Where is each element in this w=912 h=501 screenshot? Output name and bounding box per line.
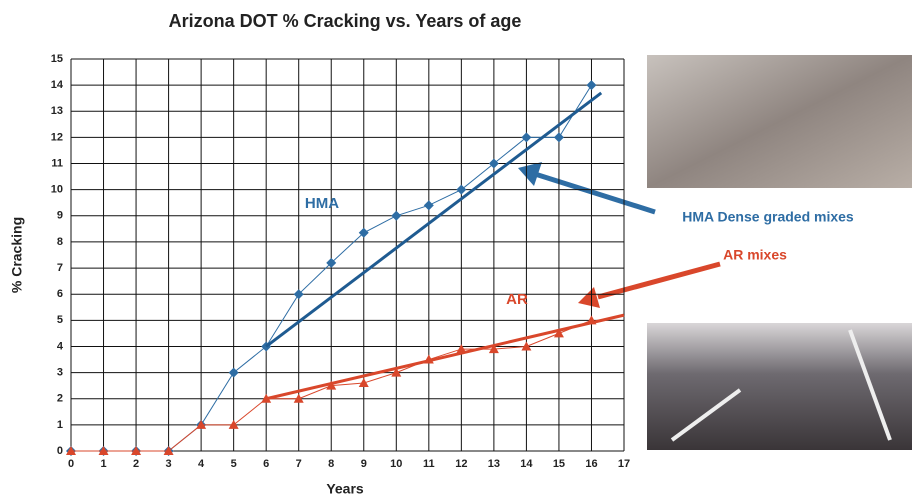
data-point bbox=[423, 200, 434, 211]
data-point bbox=[488, 158, 499, 169]
data-point bbox=[66, 446, 76, 455]
y-tick-label: 5 bbox=[57, 314, 63, 326]
data-point bbox=[131, 446, 142, 455]
data-point bbox=[456, 344, 467, 354]
annotation: HMA Dense graded mixes bbox=[682, 209, 854, 225]
y-tick-label: 7 bbox=[57, 262, 63, 274]
data-point bbox=[586, 80, 597, 91]
x-tick-label: 14 bbox=[520, 458, 533, 470]
x-tick-label: 6 bbox=[263, 458, 269, 470]
y-tick-label: 12 bbox=[51, 131, 63, 143]
data-point bbox=[98, 446, 109, 455]
lane-stripe bbox=[670, 388, 742, 442]
x-tick-label: 0 bbox=[68, 458, 74, 470]
x-tick-label: 7 bbox=[296, 458, 302, 470]
annotation-arrow bbox=[534, 171, 656, 215]
x-tick-label: 10 bbox=[390, 458, 402, 470]
data-point bbox=[326, 380, 337, 390]
photo-smooth-road bbox=[647, 323, 912, 450]
x-tick-label: 2 bbox=[133, 458, 139, 470]
trend-line bbox=[265, 91, 603, 348]
lane-stripe bbox=[848, 329, 892, 441]
series-label: AR bbox=[506, 291, 528, 308]
x-tick-label: 1 bbox=[100, 458, 106, 470]
data-point bbox=[553, 132, 564, 143]
y-tick-label: 13 bbox=[51, 105, 63, 117]
y-tick-label: 3 bbox=[57, 367, 63, 379]
annotation-arrow bbox=[597, 261, 721, 300]
x-tick-label: 16 bbox=[585, 458, 597, 470]
y-tick-label: 2 bbox=[57, 393, 63, 405]
x-tick-label: 5 bbox=[231, 458, 237, 470]
data-point bbox=[521, 341, 532, 351]
data-point bbox=[358, 378, 369, 388]
chart-title: Arizona DOT % Cracking vs. Years of age bbox=[169, 11, 522, 31]
arrow-head bbox=[578, 287, 600, 308]
arrow-head bbox=[518, 162, 542, 186]
x-tick-label: 11 bbox=[423, 458, 435, 470]
y-tick-label: 0 bbox=[57, 445, 63, 457]
data-point bbox=[228, 367, 239, 378]
y-tick-label: 11 bbox=[51, 157, 63, 169]
y-tick-label: 1 bbox=[57, 419, 63, 431]
data-point bbox=[488, 344, 499, 354]
x-tick-label: 4 bbox=[198, 458, 205, 470]
y-tick-label: 4 bbox=[57, 340, 64, 352]
x-tick-label: 3 bbox=[166, 458, 172, 470]
y-tick-label: 6 bbox=[57, 288, 63, 300]
data-point bbox=[196, 419, 207, 429]
x-tick-label: 15 bbox=[553, 458, 565, 470]
y-tick-label: 8 bbox=[57, 236, 63, 248]
x-tick-label: 8 bbox=[328, 458, 334, 470]
data-point bbox=[326, 257, 337, 268]
trend-line bbox=[265, 313, 625, 401]
x-axis-label: Years bbox=[326, 481, 364, 497]
data-point bbox=[293, 393, 304, 403]
x-tick-label: 17 bbox=[618, 458, 630, 470]
y-tick-label: 15 bbox=[51, 53, 63, 65]
y-tick-label: 10 bbox=[51, 184, 63, 196]
data-point bbox=[228, 419, 239, 429]
data-point bbox=[163, 446, 174, 455]
y-axis-label: % Cracking bbox=[9, 217, 25, 293]
y-tick-label: 9 bbox=[57, 210, 63, 222]
annotation: AR mixes bbox=[723, 247, 787, 263]
series-label: HMA bbox=[305, 195, 339, 212]
data-point bbox=[521, 132, 532, 143]
x-tick-label: 12 bbox=[455, 458, 467, 470]
photo-cracked-road bbox=[647, 55, 912, 188]
data-point bbox=[391, 367, 402, 377]
data-point bbox=[553, 328, 564, 338]
data-point bbox=[456, 184, 467, 195]
data-point bbox=[358, 227, 369, 238]
y-tick-label: 14 bbox=[51, 79, 64, 91]
x-tick-label: 9 bbox=[361, 458, 367, 470]
data-point bbox=[293, 289, 304, 300]
data-point bbox=[391, 210, 402, 221]
x-tick-label: 13 bbox=[488, 458, 500, 470]
